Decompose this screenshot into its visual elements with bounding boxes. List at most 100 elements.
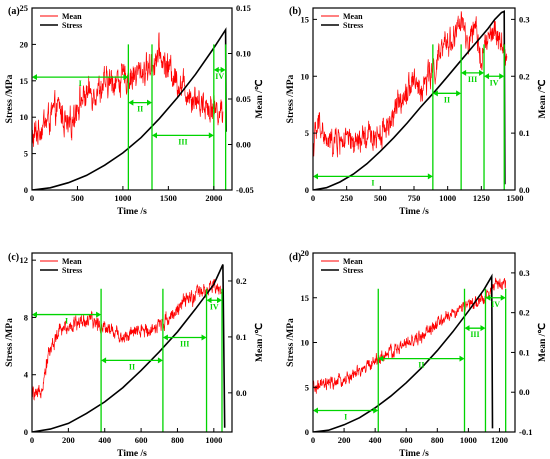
stage-label: II: [137, 105, 143, 114]
panel-label: (d): [289, 252, 301, 263]
arrowhead-left: [313, 407, 318, 414]
x-tick-label: 1000: [205, 435, 222, 445]
x-tick-label: 600: [135, 435, 148, 445]
x-axis-label: Time /s: [117, 207, 147, 217]
stage-label: III: [468, 75, 477, 84]
y-right-tick-label: 0.05: [236, 94, 251, 104]
y-left-axis-label: Stress /MPa: [286, 318, 296, 367]
mean-series-line: [32, 279, 222, 401]
y-left-tick-label: 10: [20, 112, 29, 122]
stage-label: I: [371, 178, 374, 187]
legend-stress-label: Stress: [62, 266, 82, 275]
arrowhead-right: [96, 311, 102, 318]
y-left-tick-label: 4: [24, 370, 29, 380]
x-tick-label: 200: [62, 435, 75, 445]
y-left-tick-label: 10: [301, 71, 310, 81]
stage-label: III: [178, 137, 187, 146]
y-right-tick-label: 0.2: [519, 71, 530, 81]
x-tick-label: 1000: [114, 193, 131, 203]
x-axis-label: Time /s: [117, 449, 147, 459]
arrowhead-right: [123, 74, 129, 81]
panel-label: (b): [289, 6, 301, 17]
y-left-tick-label: 0: [305, 185, 309, 195]
x-tick-label: 1250: [473, 193, 490, 203]
x-tick-label: 800: [431, 435, 444, 445]
arrowhead-left: [461, 69, 467, 76]
stage-label: I: [79, 79, 82, 88]
y-right-tick-label: 0.00: [236, 140, 251, 150]
arrowhead-left: [162, 334, 168, 341]
plot-frame: [31, 252, 233, 433]
stage-label: III: [470, 330, 479, 339]
legend-mean-label: Mean: [343, 257, 363, 266]
mean-series-line: [313, 11, 508, 158]
x-tick-label: 1000: [460, 435, 477, 445]
arrowhead-left: [484, 73, 490, 80]
arrowhead-right: [427, 173, 433, 180]
y-left-tick-label: 20: [301, 248, 310, 258]
arrowhead-left: [128, 99, 134, 106]
x-axis-label: Time /s: [399, 207, 429, 217]
y-right-tick-label: 0.1: [519, 128, 530, 138]
x-tick-label: 0: [311, 193, 315, 203]
stage-label: II: [418, 361, 424, 370]
y-right-axis-label: Mean /℃: [537, 79, 548, 118]
x-tick-label: 800: [171, 435, 184, 445]
arrowhead-left: [432, 90, 438, 97]
y-left-axis-label: Stress /MPa: [5, 74, 15, 123]
x-tick-label: 2000: [205, 193, 222, 203]
y-left-tick-label: 12: [20, 255, 29, 265]
arrowhead-right: [147, 99, 152, 106]
x-tick-label: 0: [30, 435, 34, 445]
y-left-tick-label: 25: [20, 3, 29, 13]
y-right-tick-label: 0.1: [519, 347, 530, 357]
stage-label: II: [129, 362, 135, 371]
arrowhead-right: [217, 297, 222, 304]
y-left-tick-label: 5: [305, 382, 309, 392]
legend-stress-label: Stress: [343, 21, 363, 30]
arrowhead-right: [456, 90, 462, 97]
y-left-tick-label: 10: [301, 338, 310, 348]
x-tick-label: 1200: [491, 435, 508, 445]
y-right-tick-label: 0.2: [519, 308, 530, 318]
arrowhead-right: [500, 294, 506, 301]
y-right-axis-label: Mean /℃: [254, 323, 265, 362]
stage-label: IV: [491, 300, 500, 309]
stage-label: I: [65, 317, 68, 326]
y-left-tick-label: 0: [24, 427, 28, 437]
x-tick-label: 0: [30, 193, 34, 203]
stress-series-line: [32, 264, 226, 432]
y-left-axis-label: Stress /MPa: [5, 318, 15, 367]
legend-stress-label: Stress: [62, 21, 82, 30]
y-right-tick-label: 0.0: [236, 388, 247, 398]
y-left-tick-label: 8: [24, 312, 28, 322]
arrowhead-right: [459, 355, 465, 362]
x-tick-label: 400: [369, 435, 382, 445]
legend-stress-label: Stress: [343, 266, 363, 275]
arrowhead-left: [378, 355, 384, 362]
stage-label: IV: [215, 72, 224, 81]
legend-mean-label: Mean: [62, 257, 82, 266]
x-axis-label: Time /s: [399, 449, 429, 459]
arrowhead-left: [485, 294, 491, 301]
y-right-axis-label: Mean /℃: [537, 323, 548, 362]
y-right-tick-label: 0.1: [236, 332, 247, 342]
legend-mean-label: Mean: [62, 12, 82, 21]
y-left-tick-label: 15: [20, 76, 29, 86]
arrowhead-left: [32, 311, 37, 318]
y-right-tick-label: 0.0: [519, 387, 530, 397]
arrowhead-left: [213, 66, 219, 73]
x-tick-label: 1000: [439, 193, 456, 203]
y-right-tick-label: -0.1: [519, 427, 532, 437]
x-tick-label: 750: [408, 193, 421, 203]
arrowhead-left: [313, 173, 318, 180]
x-tick-label: 0: [311, 435, 315, 445]
y-right-tick-label: 0.3: [519, 268, 530, 278]
y-left-tick-label: 15: [301, 293, 310, 303]
arrowhead-left: [101, 357, 107, 364]
